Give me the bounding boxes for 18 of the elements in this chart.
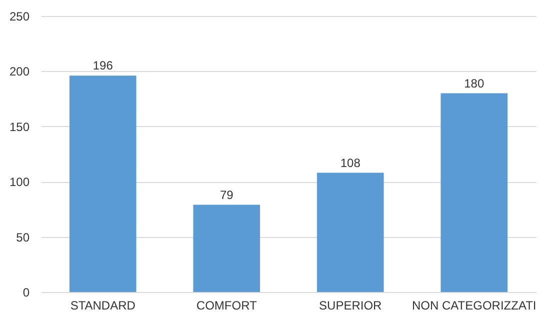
bar xyxy=(69,76,136,292)
y-tick-label: 250 xyxy=(9,10,30,24)
x-tick-label: SUPERIOR xyxy=(319,298,382,312)
data-label: 79 xyxy=(220,188,234,202)
bar xyxy=(193,204,260,292)
x-tick-label: COMFORT xyxy=(196,298,258,312)
data-label: 196 xyxy=(92,58,114,73)
y-tick-label: 200 xyxy=(9,64,30,79)
y-tick-label: 100 xyxy=(9,175,30,190)
x-tick-label: NON CATEGORIZZATI xyxy=(412,298,536,312)
x-tick-label: STANDARD xyxy=(70,298,136,312)
bar xyxy=(316,172,384,292)
bar xyxy=(440,93,508,292)
y-tick-label: 50 xyxy=(16,230,30,244)
y-tick-label: 150 xyxy=(9,120,30,134)
data-label: 180 xyxy=(464,76,484,90)
data-label: 108 xyxy=(340,156,361,170)
y-tick-label: 0 xyxy=(22,286,30,300)
